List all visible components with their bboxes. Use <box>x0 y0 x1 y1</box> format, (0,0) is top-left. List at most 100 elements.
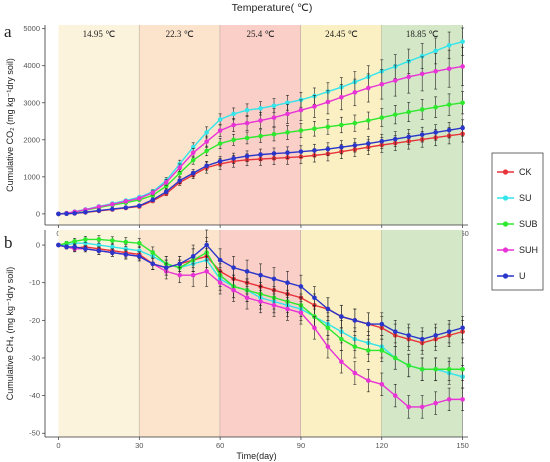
panel-a-point-suh-31 <box>460 64 465 69</box>
panel-a-point-u-24 <box>366 141 371 146</box>
figure-title: Temperature( ℃) <box>232 2 313 14</box>
panel-a-point-sub-16 <box>258 133 263 139</box>
panel-a-point-u-0 <box>56 211 61 217</box>
panel-a-point-sub-14 <box>231 137 236 143</box>
panel-b-point-u-17 <box>271 276 277 282</box>
panel-b-point-suh-16 <box>258 299 263 304</box>
panel-a-point-su-18 <box>285 100 290 106</box>
panel-a-point-u-10 <box>177 178 183 183</box>
panel-a-point-suh-6 <box>123 198 129 204</box>
panel-a-point-suh-23 <box>352 90 358 95</box>
panel-b-point-u-10 <box>177 261 183 267</box>
legend-marker-ck <box>502 169 509 175</box>
panel-a-point-suh-19 <box>298 107 304 113</box>
panel-b-xtick-label-4: 120 <box>376 441 389 450</box>
panel-b-point-suh-20 <box>312 325 317 331</box>
panel-a-point-suh-12 <box>204 139 209 144</box>
temperature-label-3: 24.45 ℃ <box>325 29 358 39</box>
panel-a-point-su-29 <box>433 48 438 54</box>
panel-a-point-su-15 <box>244 107 250 113</box>
panel-b-point-sub-4 <box>96 237 102 242</box>
panel-a-point-suh-27 <box>406 74 412 80</box>
panel-a-co2-chart: 14.95 ℃ 22.3 ℃ 25.4 ℃ 24.45 ℃ 18.85 ℃ 0 1000 20… <box>5 24 469 238</box>
panel-b-point-suh-11 <box>190 272 196 278</box>
panel-b-xlabel: Time(day) <box>236 451 276 461</box>
panel-b-series-u <box>56 229 465 351</box>
panel-b-point-suh-27 <box>406 404 412 410</box>
panel-a-point-su-16 <box>258 106 263 111</box>
panel-b-point-suh-12 <box>204 269 209 274</box>
panel-a-point-su-13 <box>217 117 223 122</box>
panel-b-ylabel: Cumulative CH₄ (mg kg⁻¹dry soil) <box>5 267 15 400</box>
panel-a-point-sub-20 <box>312 126 317 132</box>
panel-b-point-suh-17 <box>271 302 277 308</box>
panel-b-point-u-24 <box>366 321 371 327</box>
panel-b-point-suh-28 <box>419 404 425 410</box>
panel-b-point-u-1 <box>64 244 69 250</box>
panel-b-point-su-5 <box>110 244 115 250</box>
panel-a-point-u-16 <box>258 152 263 157</box>
panel-b-point-sub-8 <box>150 250 156 255</box>
panel-b-point-u-3 <box>83 246 88 252</box>
panel-a-band-0 <box>58 25 140 225</box>
panel-b-point-suh-14 <box>231 287 236 293</box>
panel-b-point-sub-25 <box>379 348 385 353</box>
panel-a-point-u-13 <box>217 158 223 164</box>
panel-a-ytick-label-1: 1000 <box>23 172 40 181</box>
panel-a-point-sub-9 <box>163 183 169 189</box>
panel-b-band-0 <box>58 230 140 437</box>
panel-b-point-suh-30 <box>446 397 452 402</box>
panel-a-point-u-3 <box>83 209 88 215</box>
legend-label-su: SU <box>519 193 532 203</box>
panel-a-point-sub-26 <box>392 112 398 117</box>
panel-b-point-u-8 <box>150 261 156 267</box>
legend: CK SU SUB SUH U <box>491 152 544 291</box>
legend-label-sub: SUB <box>519 219 538 229</box>
panel-a-point-suh-20 <box>312 104 317 109</box>
panel-b-point-u-22 <box>339 314 344 319</box>
panel-a-point-u-19 <box>298 149 304 154</box>
panel-a-point-suh-30 <box>446 66 452 72</box>
panel-a-point-sub-23 <box>352 120 358 126</box>
panel-b-point-sub-6 <box>123 239 129 245</box>
panel-b-point-sub-21 <box>325 325 331 331</box>
panel-a-point-sub-24 <box>366 118 371 123</box>
panel-b-point-u-27 <box>406 333 412 338</box>
temperature-label-2: 25.4 ℃ <box>246 29 274 39</box>
panel-b-point-u-12 <box>204 242 209 248</box>
panel-b-point-sub-28 <box>419 366 425 372</box>
panel-b-point-suh-15 <box>244 295 250 301</box>
panel-b-point-suh-29 <box>433 400 438 406</box>
panel-a-ytick-label-0: 0 <box>36 209 40 218</box>
panel-a-point-sub-31 <box>460 100 465 106</box>
panel-a-point-u-7 <box>136 203 142 209</box>
panel-b-point-suh-23 <box>352 370 358 376</box>
panel-b-point-sub-1 <box>64 240 69 246</box>
panel-a-point-suh-13 <box>217 128 223 133</box>
panel-a-point-suh-8 <box>150 190 156 196</box>
panel-a-point-su-14 <box>231 111 236 117</box>
panel-b-point-u-19 <box>298 284 304 289</box>
panel-b-point-sub-23 <box>352 344 358 349</box>
panel-b-point-suh-18 <box>285 306 290 312</box>
panel-a-ytick-label-3: 3000 <box>23 98 40 107</box>
panel-b-point-sub-26 <box>392 355 398 361</box>
panel-a-point-u-14 <box>231 156 236 161</box>
panel-a-point-suh-5 <box>110 201 115 207</box>
panel-a-point-suh-22 <box>339 94 344 100</box>
panel-b-point-u-5 <box>110 250 115 255</box>
panel-a-point-sub-12 <box>204 148 209 154</box>
panel-a-point-suh-4 <box>96 204 102 210</box>
panel-b-point-suh-31 <box>460 397 465 402</box>
panel-a-point-u-11 <box>190 170 196 176</box>
panel-a-point-u-29 <box>433 130 438 135</box>
panel-b-ytick-label-4: -40 <box>29 391 40 400</box>
panel-b-point-u-9 <box>163 265 169 270</box>
panel-b-point-sub-3 <box>83 237 88 242</box>
panel-a-point-u-2 <box>72 211 77 216</box>
legend-box <box>491 152 544 291</box>
panel-b-point-sub-2 <box>72 238 77 244</box>
panel-a-point-su-30 <box>446 43 452 48</box>
panel-a-point-u-12 <box>204 163 209 169</box>
